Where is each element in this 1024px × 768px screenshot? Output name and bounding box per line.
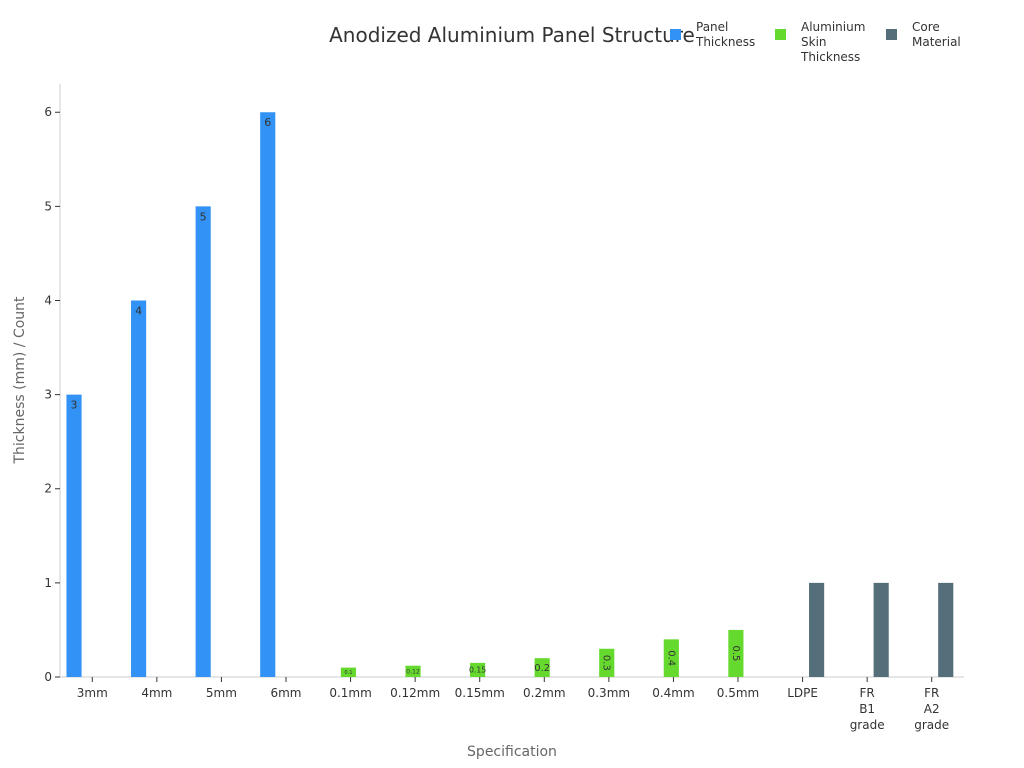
chart-title: Anodized Aluminium Panel Structure — [329, 23, 695, 47]
y-tick-label: 2 — [44, 482, 52, 496]
x-tick-label: 0.4mm — [652, 686, 694, 700]
legend-label: Core — [912, 20, 940, 34]
bar — [599, 648, 615, 677]
bar-data-label: 0.1 — [344, 670, 352, 676]
y-tick-label: 6 — [44, 105, 52, 119]
bar — [405, 665, 421, 677]
bar — [340, 667, 357, 677]
bar — [66, 394, 82, 677]
bar — [534, 658, 550, 677]
y-tick-label: 0 — [44, 670, 52, 684]
x-tick-label: 4mm — [141, 686, 172, 700]
bar-data-label: 0.15 — [469, 666, 486, 675]
legend: PanelThicknessAluminiumSkinThicknessCore… — [670, 20, 961, 64]
legend-swatch — [775, 29, 786, 40]
x-tick-label: FR — [860, 686, 875, 700]
x-axis-title: Specification — [467, 744, 557, 760]
x-tick-label: B1 — [859, 702, 875, 716]
bar-data-label: 0.4 — [665, 650, 676, 666]
y-axis-title: Thickness (mm) / Count — [12, 296, 28, 465]
x-tick-label: grade — [850, 718, 885, 732]
bar — [873, 582, 889, 677]
x-tick-label: 3mm — [77, 686, 108, 700]
bar-data-label: 4 — [135, 304, 142, 317]
bar — [809, 582, 825, 677]
bar — [663, 639, 679, 677]
legend-label: Aluminium — [801, 20, 865, 34]
bar-data-label: 0.12 — [406, 669, 420, 676]
legend-label: Thickness — [695, 35, 755, 49]
bar-data-label: 3 — [71, 399, 78, 412]
bars: 3 4 5 6 0.1 0.12 0.15 0.2 0.3 0.4 0.5 — [66, 112, 954, 677]
x-tick-label: 0.2mm — [523, 686, 565, 700]
x-tick-label: 6mm — [270, 686, 301, 700]
bar-data-label: 6 — [264, 116, 271, 129]
y-tick-label: 5 — [44, 199, 52, 213]
legend-label: Thickness — [800, 50, 860, 64]
legend-swatch — [886, 29, 897, 40]
x-tick-label: 0.15mm — [455, 686, 505, 700]
bar — [195, 206, 211, 677]
bar — [938, 582, 954, 677]
x-tick-label: 0.3mm — [588, 686, 630, 700]
legend-swatch — [670, 29, 681, 40]
x-axis: 3mm 4mm 5mm 6mm 0.1mm 0.12mm 0.15mm 0.2mm 0.3mm 0… — [60, 676, 964, 732]
y-tick-label: 3 — [44, 388, 52, 402]
y-tick-label: 4 — [44, 293, 52, 307]
x-tick-label: 0.1mm — [329, 686, 371, 700]
bar-data-label: 0.3 — [601, 655, 612, 671]
bar — [131, 300, 147, 677]
bar-data-label: 0.2 — [534, 663, 550, 674]
x-tick-label: A2 — [924, 702, 940, 716]
bar — [470, 662, 486, 677]
legend-label: Panel — [696, 20, 728, 34]
bar-data-label: 0.5 — [730, 646, 741, 662]
x-tick-label: 5mm — [206, 686, 237, 700]
legend-label: Skin — [801, 35, 827, 49]
legend-label: Material — [912, 35, 961, 49]
x-tick-label: 0.12mm — [390, 686, 440, 700]
x-tick-label: FR — [924, 686, 939, 700]
bar — [728, 629, 744, 677]
y-tick-label: 1 — [44, 576, 52, 590]
x-tick-label: 0.5mm — [717, 686, 759, 700]
y-axis: 0 1 2 3 4 5 6 — [44, 84, 61, 684]
bar — [260, 112, 276, 677]
x-tick-label: LDPE — [787, 686, 818, 700]
bar-data-label: 5 — [200, 210, 207, 223]
x-tick-label: grade — [914, 718, 949, 732]
